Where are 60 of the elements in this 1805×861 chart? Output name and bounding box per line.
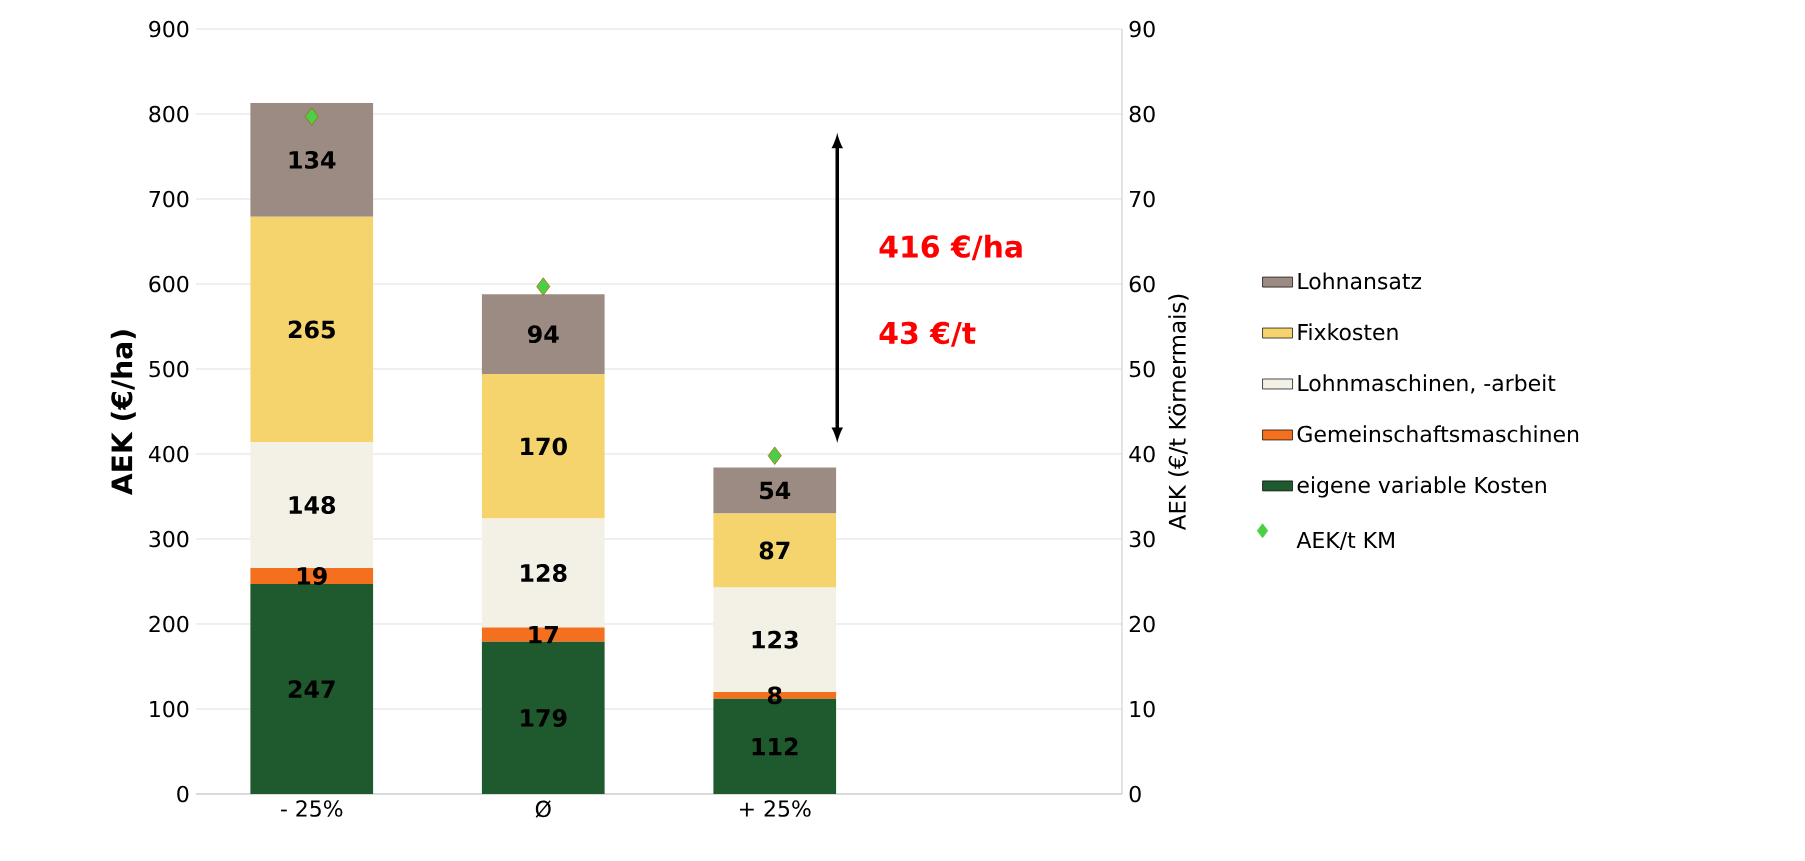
bar xyxy=(481,627,605,642)
y-tick-label: 800 xyxy=(149,105,189,123)
x-tick-label: - 25% xyxy=(280,800,343,817)
y2-tick-label: 30 xyxy=(1129,530,1155,548)
y-tick-label: 0 xyxy=(177,785,189,803)
bar xyxy=(481,374,605,519)
data-label: 94 xyxy=(527,325,559,344)
bar xyxy=(481,294,605,375)
point xyxy=(304,107,319,126)
y2-tick-label: 50 xyxy=(1129,360,1155,378)
data-label: 134 xyxy=(289,150,336,169)
data-label: 123 xyxy=(752,630,798,649)
data-label: 112 xyxy=(752,737,798,756)
x-tick-label: + 25% xyxy=(739,800,811,817)
x-tick-label: Ø xyxy=(535,800,551,818)
y2-tick-label: 70 xyxy=(1130,190,1155,208)
y-tick-label: 700 xyxy=(149,190,189,208)
bar xyxy=(250,584,374,794)
annotation: 43 €/t xyxy=(879,321,976,347)
y2-tick-label: 0 xyxy=(1129,785,1141,803)
point xyxy=(767,446,782,465)
y2-tick-label: 10 xyxy=(1130,700,1155,718)
data-label: 54 xyxy=(760,481,791,500)
legend-label: AEK/t KM xyxy=(1296,531,1394,550)
bar xyxy=(250,442,374,568)
legend-label: Lohnansatz xyxy=(1298,272,1422,290)
y-axis-title: AEK (€/ha) xyxy=(110,330,136,495)
y2-tick-label: 90 xyxy=(1129,20,1155,38)
annotation: 416 €/ha xyxy=(879,234,1022,261)
y2-tick-label: 60 xyxy=(1129,275,1155,293)
y-tick-label: 200 xyxy=(149,615,189,633)
bar xyxy=(250,216,374,443)
bar xyxy=(713,467,837,514)
y-tick-label: 400 xyxy=(148,445,189,463)
legend-label: Fixkosten xyxy=(1298,323,1398,341)
data-label: 87 xyxy=(759,541,790,560)
bar xyxy=(713,513,837,588)
data-label: 170 xyxy=(521,437,567,456)
y2-tick-label: 20 xyxy=(1129,615,1155,633)
legend-label: eigene variable Kosten xyxy=(1297,476,1546,498)
bar xyxy=(481,518,605,628)
data-label: 148 xyxy=(289,496,336,514)
y-tick-label: 500 xyxy=(149,360,189,378)
y-tick-label: 100 xyxy=(150,700,189,718)
data-label: 19 xyxy=(297,567,327,585)
data-label: 179 xyxy=(521,708,567,727)
y2-tick-label: 40 xyxy=(1129,445,1155,463)
legend-label: Lohnmaschinen, -arbeit xyxy=(1298,374,1556,394)
legend-label: Gemeinschaftsmaschinen xyxy=(1297,425,1579,443)
y-tick-label: 600 xyxy=(149,275,189,293)
bar xyxy=(250,102,374,217)
point xyxy=(536,277,551,296)
data-label: 265 xyxy=(288,320,335,339)
y2-axis-title: AEK (€/t Körnermais) xyxy=(1168,294,1189,531)
y2-tick-label: 80 xyxy=(1129,105,1155,123)
y-tick-label: 300 xyxy=(149,530,189,548)
y-tick-label: 900 xyxy=(149,20,189,38)
data-label: 17 xyxy=(529,625,558,644)
data-label: 247 xyxy=(288,680,335,698)
data-label: 128 xyxy=(521,564,567,582)
